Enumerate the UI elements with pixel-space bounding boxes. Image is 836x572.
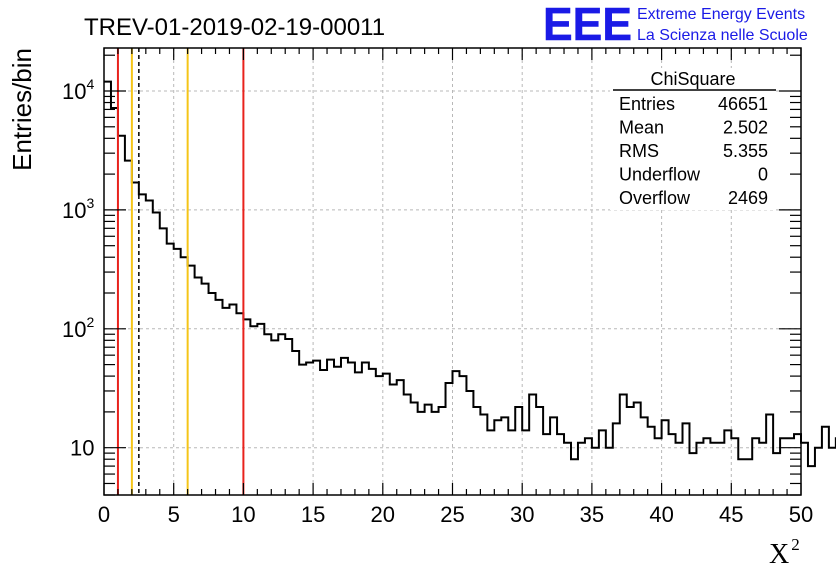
chart-title: TREV-01-2019-02-19-00011 — [84, 14, 385, 41]
y-tick-label-base: 10 — [62, 79, 86, 104]
y-axis-label: Entries/bin — [7, 48, 37, 171]
stats-row-value: 5.355 — [723, 141, 768, 161]
histogram — [104, 80, 836, 468]
x-tick-label: 40 — [649, 502, 673, 527]
eee-logo-mark: EEE — [543, 0, 632, 50]
stats-row-label: Underflow — [619, 165, 701, 185]
stats-row-label: RMS — [619, 141, 659, 161]
eee-logo-line2: La Scienza nelle Scuole — [637, 27, 808, 44]
stats-row-value: 2.502 — [723, 118, 768, 138]
reference-lines — [116, 48, 245, 495]
x-tick-label: 25 — [440, 502, 464, 527]
stats-row-label: Overflow — [619, 188, 691, 208]
x-tick-label: 20 — [371, 502, 395, 527]
stats-row-value: 46651 — [718, 94, 768, 114]
axis-ticks — [103, 48, 802, 496]
x-axis-label-main: X — [769, 539, 789, 570]
y-tick-label: 103 — [62, 195, 94, 223]
stats-row-label: Entries — [619, 94, 675, 114]
x-tick-label: 35 — [580, 502, 604, 527]
y-tick-label-base: 10 — [62, 317, 86, 342]
stats-box-title: ChiSquare — [650, 69, 735, 89]
x-tick-label: 5 — [168, 502, 180, 527]
stats-box: ChiSquare Entries 46651 Mean 2.502 RMS 5.355 U… — [610, 68, 776, 210]
stats-row-label: Mean — [619, 118, 664, 138]
x-tick-label: 50 — [789, 502, 813, 527]
eee-logo-line1: Extreme Energy Events — [637, 6, 805, 23]
x-tick-label: 0 — [98, 502, 110, 527]
stats-box-frame — [610, 68, 776, 210]
y-tick-label-base: 10 — [62, 198, 86, 223]
x-tick-label: 30 — [510, 502, 534, 527]
histogram-line — [104, 80, 836, 468]
y-tick-label: 104 — [62, 76, 94, 104]
x-tick-label: 10 — [231, 502, 255, 527]
x-tick-label: 15 — [301, 502, 325, 527]
x-tick-labels: 0 5 10 15 20 25 30 35 40 45 50 — [98, 502, 813, 527]
y-tick-label-exp: 3 — [86, 195, 94, 211]
eee-logo: EEE Extreme Energy Events La Scienza nel… — [543, 0, 808, 50]
y-tick-label-base: 10 — [70, 436, 94, 461]
stats-row-value: 0 — [758, 165, 768, 185]
y-tick-label: 10 — [70, 436, 94, 461]
stats-row-value: 2469 — [728, 188, 768, 208]
stats-box-rows: Entries 46651 Mean 2.502 RMS 5.355 Underflow 0 O… — [619, 94, 768, 208]
y-tick-label-exp: 2 — [86, 314, 94, 330]
y-tick-label-exp: 4 — [86, 76, 94, 92]
y-tick-label: 102 — [62, 314, 94, 342]
x-axis-label-sup: 2 — [791, 535, 800, 554]
x-tick-label: 45 — [719, 502, 743, 527]
